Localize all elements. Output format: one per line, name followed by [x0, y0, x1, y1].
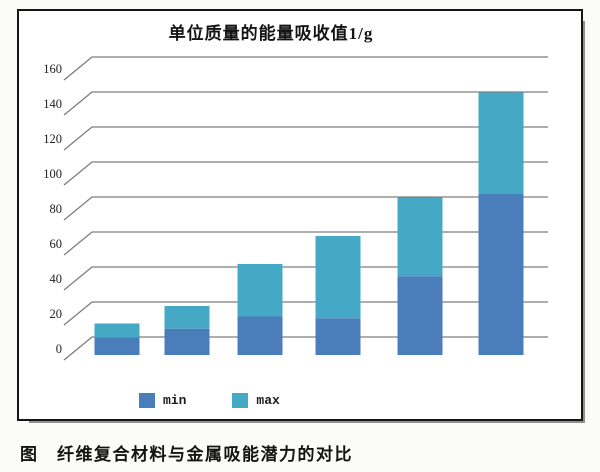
gridline — [63, 196, 548, 221]
bar-max-segment — [164, 306, 210, 329]
figure-caption: 图 纤维复合材料与金属吸能潜力的对比 — [20, 445, 353, 464]
gridline — [63, 231, 548, 256]
bar-max-segment — [315, 236, 361, 319]
gridline — [63, 126, 548, 151]
bar-min-segment — [237, 316, 283, 355]
y-axis-tick-label: 0 — [56, 342, 62, 356]
gridline — [63, 266, 548, 291]
y-axis-tick-label: 140 — [43, 97, 62, 111]
bar-max-segment — [237, 264, 283, 317]
bar-min-segment — [315, 318, 361, 355]
legend-label-min: min — [163, 393, 187, 408]
bar-min-segment — [164, 328, 210, 355]
y-axis-tick-label: 60 — [50, 237, 63, 251]
y-axis-tick-label: 120 — [43, 132, 62, 146]
gridline — [63, 161, 548, 186]
bar-max-segment — [478, 92, 524, 194]
bar-min-segment — [94, 337, 140, 355]
max-series-swatch-icon — [232, 393, 249, 408]
chart-title: 单位质量的能量吸收值1/g — [168, 24, 374, 43]
bar-min-segment — [397, 276, 443, 355]
bar-min-segment — [478, 194, 524, 355]
min-series-swatch-icon — [139, 393, 155, 408]
chart-legend: min max — [139, 392, 280, 409]
gridline — [63, 301, 548, 326]
legend-label-max: max — [256, 393, 280, 408]
y-axis-tick-label: 160 — [43, 62, 62, 76]
y-axis-tick-label: 20 — [50, 307, 63, 321]
gridline — [63, 91, 548, 116]
gridline — [63, 56, 548, 81]
y-axis-tick-label: 40 — [50, 272, 63, 286]
y-axis-tick-label: 100 — [43, 167, 62, 181]
bar-max-segment — [94, 323, 140, 338]
y-axis-tick-label: 80 — [50, 202, 63, 216]
legend-item-min: min — [139, 393, 186, 408]
bar-max-segment — [397, 197, 443, 277]
legend-item-max: max — [232, 393, 280, 408]
gridline — [63, 336, 548, 361]
bar-chart-plot-area: 160 140 120 100 80 60 40 20 0 — [43, 56, 548, 361]
